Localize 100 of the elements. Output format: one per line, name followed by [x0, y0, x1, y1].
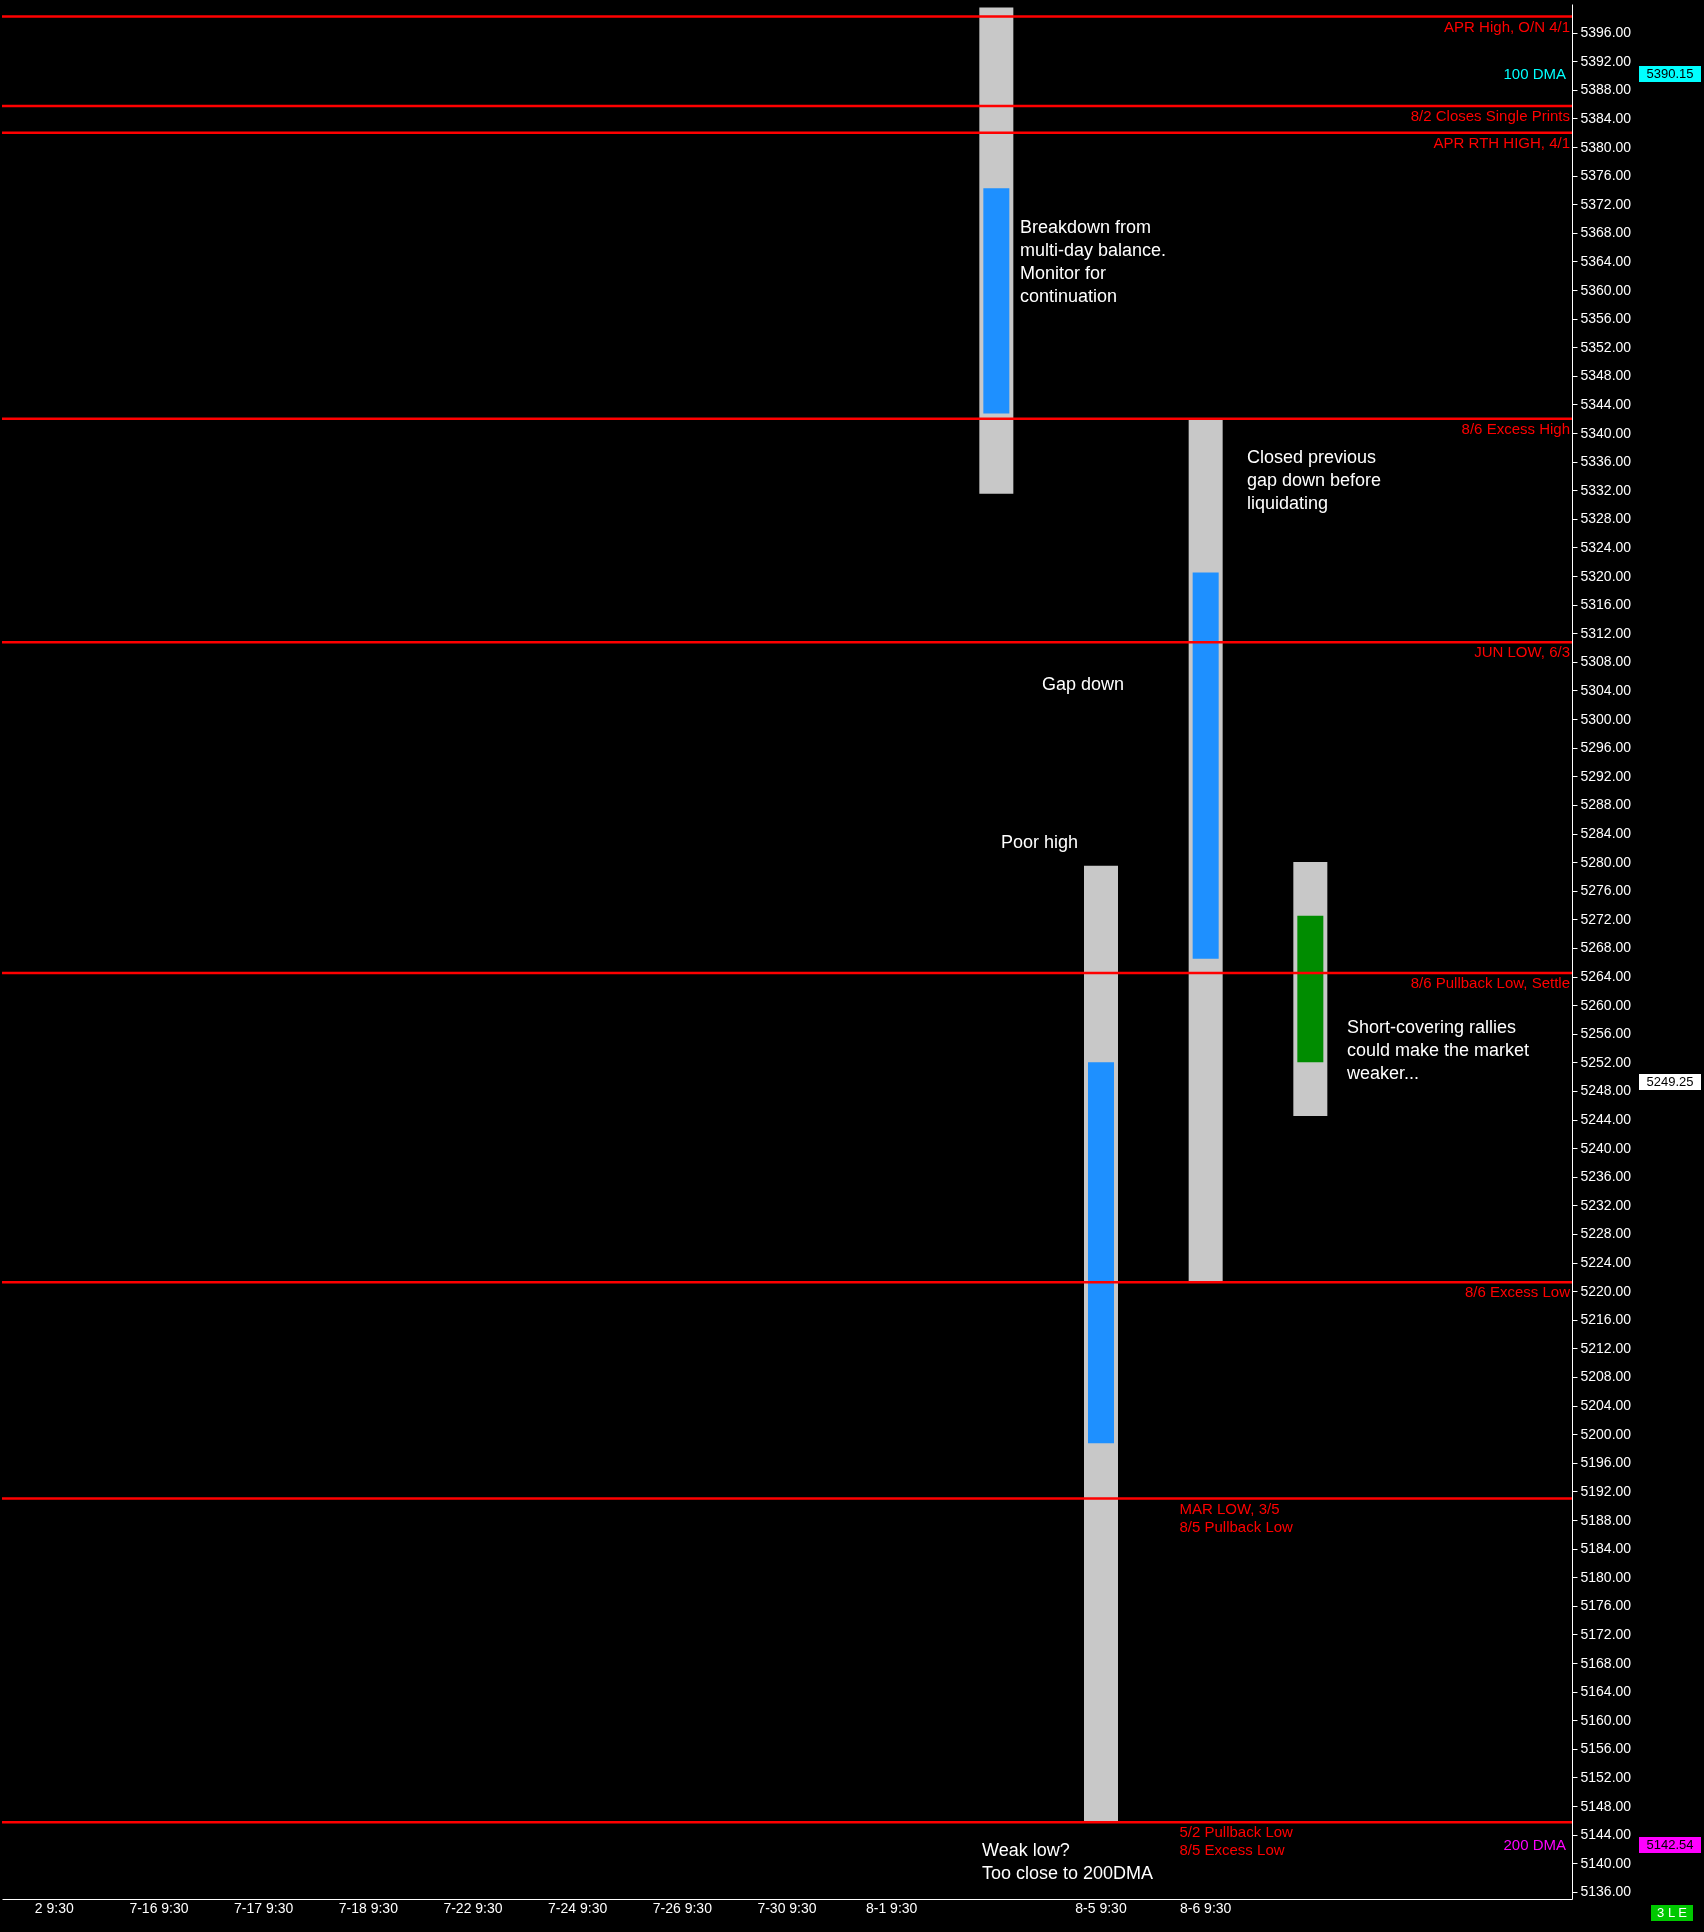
y-tick-label: 5336.00: [1580, 453, 1632, 470]
ref-line-label: 8/6 Excess Low: [1464, 1283, 1571, 1301]
y-tick-label: 5288.00: [1580, 796, 1632, 813]
y-tick-label: 5316.00: [1580, 596, 1632, 613]
y-tick-label: 5388.00: [1580, 81, 1632, 98]
y-tick-label: 5368.00: [1580, 224, 1632, 241]
y-tick-label: 5324.00: [1580, 538, 1632, 555]
ref-line-label: 5/2 Pullback Low 8/5 Excess Low: [1179, 1823, 1294, 1859]
y-tick-label: 5148.00: [1580, 1797, 1632, 1814]
y-tick-label: 5360.00: [1580, 281, 1632, 298]
text: 5142.54: [1646, 1837, 1694, 1852]
x-tick-label: 7-30 9:30: [757, 1899, 817, 1916]
text: 5249.25: [1646, 1074, 1694, 1089]
y-tick-label: 5280.00: [1580, 853, 1632, 870]
x-tick-label: 7-18 9:30: [338, 1899, 399, 1916]
y-tick-label: 5276.00: [1580, 882, 1632, 899]
bar: [1088, 1062, 1114, 1444]
y-tick-label: 5380.00: [1580, 138, 1632, 155]
x-tick-label: 7-17 9:30: [234, 1899, 294, 1916]
y-tick-label: 5212.00: [1580, 1339, 1632, 1356]
y-tick-label: 5236.00: [1580, 1168, 1632, 1185]
y-tick-label: 5284.00: [1580, 825, 1632, 842]
y-tick-label: 5152.00: [1580, 1768, 1632, 1785]
text: 3 L E: [1657, 1905, 1688, 1920]
annotation: Closed previous gap down before liquidating: [1247, 447, 1382, 513]
text: 5390.15: [1646, 66, 1694, 81]
y-tick-label: 5332.00: [1580, 481, 1632, 498]
y-tick-label: 5184.00: [1580, 1540, 1632, 1557]
y-tick-label: 5272.00: [1580, 910, 1632, 927]
ref-line-label: 8/2 Closes Single Prints: [1410, 106, 1570, 124]
y-tick-label: 5372.00: [1580, 195, 1632, 212]
y-tick-label: 5260.00: [1580, 996, 1632, 1013]
y-tick-label: 5292.00: [1580, 767, 1632, 784]
ref-line-label: MAR LOW, 3/5 8/5 Pullback Low: [1179, 1499, 1294, 1535]
y-tick-label: 5312.00: [1580, 624, 1632, 641]
y-tick-label: 5356.00: [1580, 310, 1632, 327]
y-tick-label: 5168.00: [1580, 1654, 1632, 1671]
y-tick-label: 5348.00: [1580, 367, 1632, 384]
x-tick-label: 8-5 9:30: [1075, 1899, 1127, 1916]
y-tick-label: 5392.00: [1580, 52, 1632, 69]
y-tick-label: 5156.00: [1580, 1740, 1632, 1757]
y-tick-label: 5204.00: [1580, 1397, 1632, 1414]
y-tick-label: 5320.00: [1580, 567, 1632, 584]
y-tick-label: 5264.00: [1580, 968, 1632, 985]
y-tick-label: 5228.00: [1580, 1225, 1632, 1242]
y-tick-label: 5344.00: [1580, 395, 1632, 412]
annotation: Breakdown from multi-day balance. Monitor for continuation: [1020, 217, 1167, 306]
x-tick-label: 8-6 9:30: [1179, 1899, 1232, 1916]
y-tick-label: 5224.00: [1580, 1254, 1632, 1271]
y-tick-label: 5188.00: [1580, 1511, 1632, 1528]
y-tick-label: 5352.00: [1580, 338, 1632, 355]
y-tick-label: 5164.00: [1580, 1683, 1632, 1700]
y-tick-label: 5300.00: [1580, 710, 1632, 727]
y-tick-label: 5396.00: [1580, 24, 1632, 41]
bar: [1192, 572, 1219, 959]
y-tick-label: 5328.00: [1580, 510, 1632, 527]
y-tick-label: 5376.00: [1580, 167, 1632, 184]
y-tick-label: 5136.00: [1580, 1883, 1632, 1900]
y-tick-label: 5248.00: [1580, 1082, 1632, 1099]
ref-line-label: JUN LOW, 6/3: [1474, 643, 1570, 661]
y-tick-label: 5244.00: [1580, 1111, 1632, 1128]
y-tick-label: 5208.00: [1580, 1368, 1632, 1385]
y-tick-label: 5304.00: [1580, 681, 1632, 698]
x-tick-label: 7-22 9:30: [443, 1899, 503, 1916]
x-tick-label: 7-24 9:30: [548, 1899, 608, 1916]
y-tick-label: 5256.00: [1580, 1025, 1632, 1042]
x-tick-label: 2 9:30: [34, 1899, 74, 1916]
y-tick-label: 5200.00: [1580, 1425, 1632, 1442]
y-tick-label: 5176.00: [1580, 1597, 1632, 1614]
x-tick-label: 7-26 9:30: [652, 1899, 713, 1916]
ref-line-label: APR RTH HIGH, 4/1: [1433, 133, 1570, 151]
y-tick-label: 5192.00: [1580, 1482, 1632, 1499]
annotation: Weak low? Too close to 200DMA: [982, 1840, 1154, 1883]
annotation: 100 DMA: [1503, 65, 1566, 82]
y-tick-label: 5384.00: [1580, 109, 1632, 126]
y-tick-label: 5308.00: [1580, 653, 1632, 670]
y-tick-label: 5232.00: [1580, 1196, 1632, 1213]
y-tick-label: 5160.00: [1580, 1711, 1632, 1728]
y-tick-label: 5340.00: [1580, 424, 1632, 441]
y-tick-label: 5296.00: [1580, 739, 1632, 756]
x-tick-label: 8-1 9:30: [865, 1899, 918, 1916]
y-tick-label: 5252.00: [1580, 1053, 1632, 1070]
annotation: Short-covering rallies could make the market weaker...: [1346, 1017, 1530, 1083]
ref-line-label: 8/6 Excess High: [1461, 419, 1570, 437]
annotation: Poor high: [1000, 832, 1078, 852]
y-tick-label: 5172.00: [1580, 1625, 1632, 1642]
y-tick-label: 5196.00: [1580, 1454, 1632, 1471]
y-tick-label: 5144.00: [1580, 1826, 1632, 1843]
y-tick-label: 5216.00: [1580, 1311, 1632, 1328]
y-tick-label: 5220.00: [1580, 1282, 1632, 1299]
ref-line-label: APR High, O/N 4/1: [1444, 17, 1570, 35]
y-tick-label: 5140.00: [1580, 1854, 1632, 1871]
bar: [1297, 915, 1324, 1063]
annotation: Gap down: [1042, 674, 1125, 694]
y-tick-label: 5364.00: [1580, 252, 1632, 269]
x-tick-label: 7-16 9:30: [129, 1899, 189, 1916]
bar: [983, 188, 1010, 414]
y-tick-label: 5180.00: [1580, 1568, 1632, 1585]
y-tick-label: 5268.00: [1580, 939, 1632, 956]
y-tick-label: 5240.00: [1580, 1139, 1632, 1156]
